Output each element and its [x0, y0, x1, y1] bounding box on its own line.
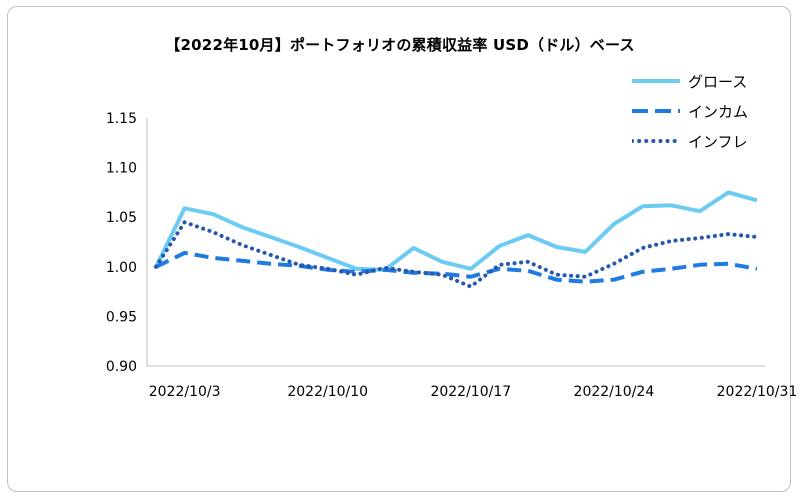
- x-tick-label: 2022/10/17: [430, 384, 511, 400]
- y-tick-label: 1.10: [106, 161, 137, 177]
- chart-frame: [7, 6, 791, 492]
- x-tick-label: 2022/10/10: [287, 384, 368, 400]
- series-growth-line: [154, 190, 758, 272]
- legend: グロース インカム インフレ: [632, 66, 748, 156]
- legend-label-inflation: インフレ: [688, 132, 748, 151]
- y-tick-label: 1.05: [106, 210, 137, 226]
- y-tick-label: 0.95: [106, 309, 137, 325]
- legend-item-inflation: インフレ: [632, 126, 748, 156]
- x-tick-label: 2022/10/24: [574, 384, 655, 400]
- y-tick-label: 1.15: [106, 111, 137, 127]
- chart-title: 【2022年10月】ポートフォリオの累積収益率 USD（ドル）ベース: [165, 36, 635, 54]
- legend-item-income: インカム: [632, 96, 748, 126]
- series-inflation-line: [154, 220, 759, 289]
- legend-item-growth: グロース: [632, 66, 748, 96]
- x-tick-label: 2022/10/3: [149, 384, 221, 400]
- y-tick-label: 1.00: [106, 260, 137, 276]
- legend-label-growth: グロース: [688, 72, 748, 91]
- series-income-line: [155, 250, 758, 284]
- y-tick-label: 0.90: [106, 359, 137, 375]
- legend-label-income: インカム: [688, 102, 749, 121]
- x-tick-label: 2022/10/31: [717, 384, 798, 400]
